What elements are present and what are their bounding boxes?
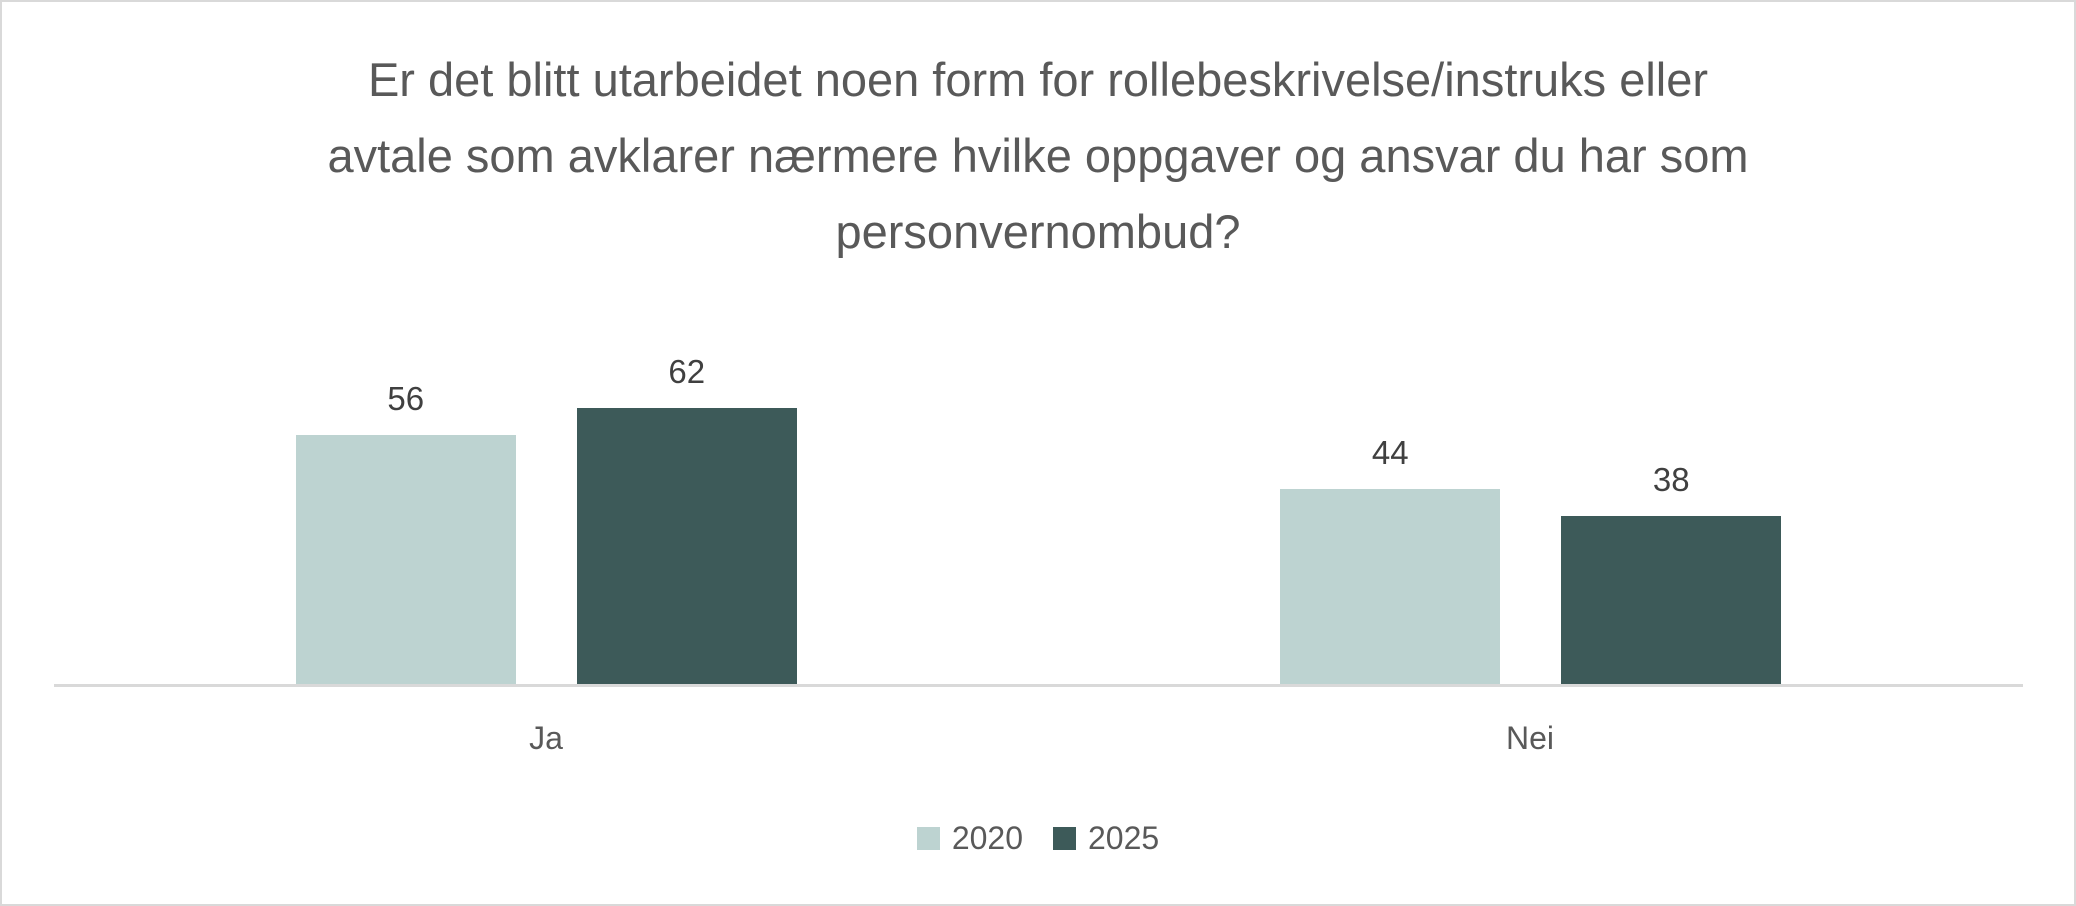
plot-area: 56 62 44 38 xyxy=(54,300,2023,685)
legend-item-2020[interactable]: 2020 xyxy=(916,820,1023,856)
legend-swatch-2025 xyxy=(1053,826,1076,850)
legend: 2020 2025 xyxy=(0,820,2076,856)
bar-nei-2020[interactable] xyxy=(1280,488,1501,685)
legend-label-2020: 2020 xyxy=(951,820,1023,856)
legend-swatch-2020 xyxy=(916,826,940,850)
data-label-ja-2025: 62 xyxy=(668,353,706,391)
legend-item-2025[interactable]: 2025 xyxy=(1053,820,1159,856)
data-label-ja-2020: 56 xyxy=(387,380,425,418)
chart-title-line-2: avtale som avklarer nærmere hvilke oppga… xyxy=(327,129,1749,182)
category-label-ja: Ja xyxy=(529,720,563,756)
data-label-nei-2020: 44 xyxy=(1371,433,1409,471)
chart-title-line-1: Er det blitt utarbeidet noen form for ro… xyxy=(367,53,1709,106)
category-label-nei: Nei xyxy=(1505,720,1554,756)
chart-title-line-3: personvernombud? xyxy=(835,205,1241,258)
bar-ja-2020[interactable] xyxy=(295,435,516,685)
x-axis-line xyxy=(54,684,2023,687)
bar-nei-2025[interactable] xyxy=(1561,515,1782,685)
bar-ja-2025[interactable] xyxy=(576,408,797,685)
legend-label-2025: 2025 xyxy=(1088,820,1160,856)
chart-title: Er det blitt utarbeidet noen form for ro… xyxy=(140,42,1936,270)
data-label-nei-2025: 38 xyxy=(1652,460,1690,498)
